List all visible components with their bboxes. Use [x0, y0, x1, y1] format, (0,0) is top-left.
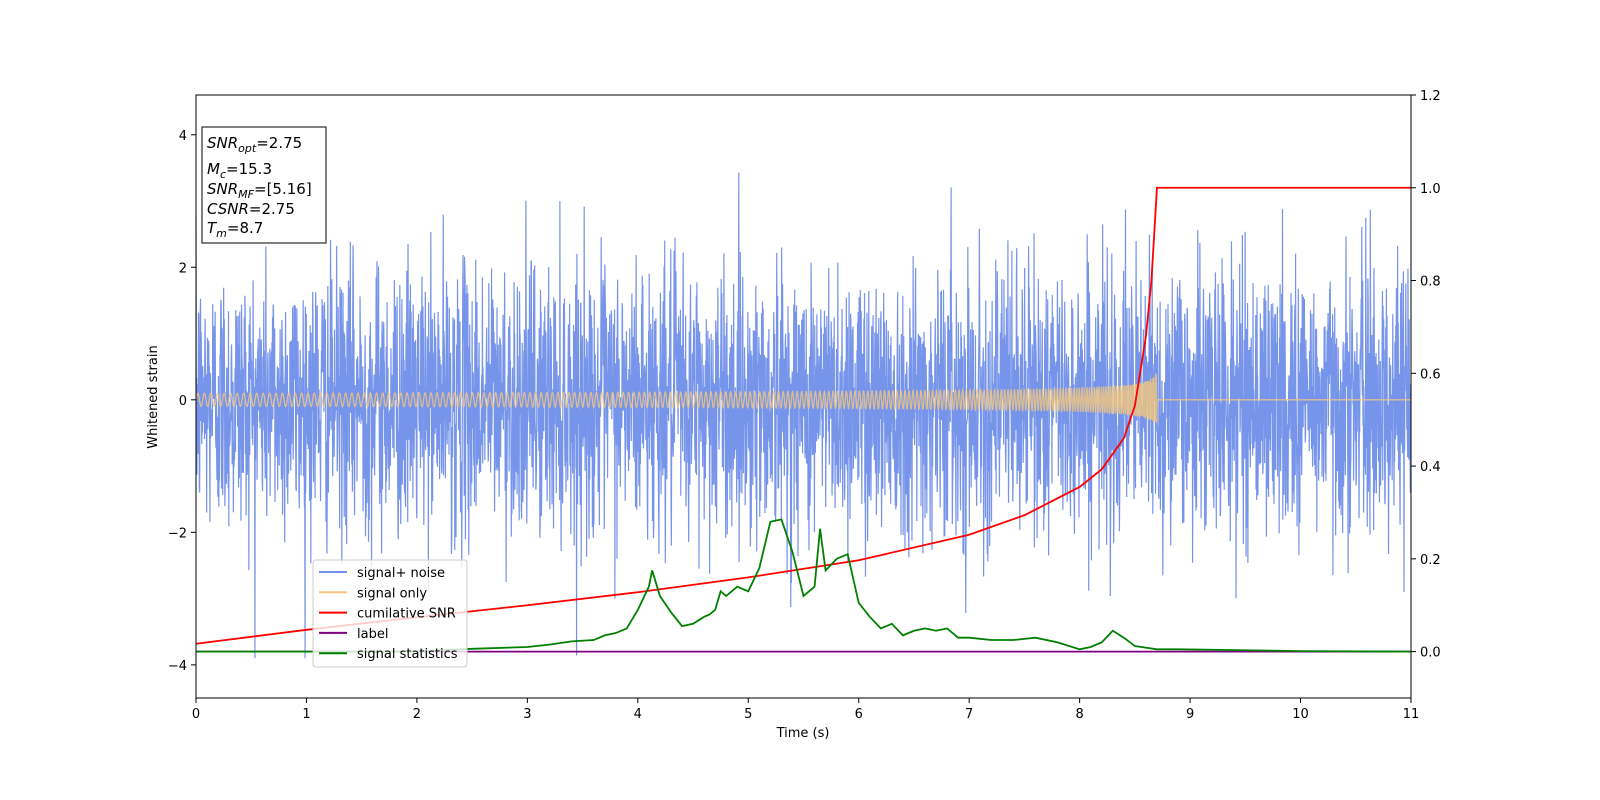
- annotation-line: SNRMF=[5.16]: [207, 180, 312, 201]
- legend: signal+ noise signal only cumilative SNR la…: [312, 559, 468, 668]
- x-tick-label: 10: [1292, 707, 1309, 722]
- y-right-tick-label: 0.6: [1420, 367, 1441, 382]
- x-tick-label: 1: [302, 707, 310, 722]
- legend-label: signal only: [357, 586, 427, 601]
- x-tick-label: 3: [523, 707, 531, 722]
- y-right-tick-label: 0.4: [1420, 460, 1441, 475]
- x-tick-label: 11: [1403, 707, 1420, 722]
- series-signal-statistics-line: [196, 518, 1411, 653]
- annotation-line: Tm=8.7: [207, 219, 263, 240]
- y-axis-label: Whitened strain: [146, 345, 161, 448]
- y-axis-left: 4 2 0 −2 −4: [168, 129, 196, 674]
- legend-frame: [312, 559, 468, 668]
- x-tick-label: 5: [744, 707, 752, 722]
- x-tick-label: 2: [413, 707, 421, 722]
- series-signal-only-line: [196, 373, 1411, 424]
- legend-label: label: [357, 627, 388, 642]
- x-tick-label: 4: [634, 707, 642, 722]
- legend-label: signal+ noise: [357, 566, 445, 581]
- x-axis-label: Time (s): [776, 726, 830, 741]
- x-tick-label: 7: [965, 707, 973, 722]
- y-left-tick-label: 0: [179, 394, 187, 409]
- y-right-tick-label: 1.2: [1420, 89, 1441, 104]
- x-axis: 0 1 2 3 4 5 6 7 8 9 10 11: [192, 698, 1419, 722]
- parameter-annotation-box: SNRopt=2.75 Mc=15.3SNRMF=[5.16]CSNR=2.75T…: [201, 126, 327, 244]
- annotation-line: CSNR=2.75: [207, 200, 295, 218]
- y-left-tick-label: −4: [168, 659, 187, 674]
- y-axis-right: 1.2 1.0 0.8 0.6 0.4 0.2 0.0: [1411, 89, 1441, 661]
- legend-label: cumilative SNR: [357, 607, 456, 622]
- x-tick-label: 8: [1075, 707, 1083, 722]
- y-right-tick-label: 0.0: [1420, 646, 1441, 661]
- y-right-tick-label: 1.0: [1420, 182, 1441, 197]
- y-left-tick-label: −2: [168, 526, 187, 541]
- legend-label: signal statistics: [357, 647, 458, 662]
- plot-frame: [195, 94, 1412, 699]
- x-tick-label: 0: [192, 707, 200, 722]
- y-right-tick-label: 0.8: [1420, 275, 1441, 290]
- x-tick-label: 6: [855, 707, 863, 722]
- y-right-tick-label: 0.2: [1420, 553, 1441, 568]
- series-signal-noise-line: [196, 172, 1411, 659]
- y-left-tick-label: 4: [179, 129, 187, 144]
- x-tick-label: 9: [1186, 707, 1194, 722]
- annotation-line: Mc=15.3: [207, 160, 272, 181]
- series-cumilative-snr-line: [196, 186, 1411, 645]
- annotation-line: SNRopt=2.75: [207, 134, 302, 155]
- annotation-frame: [201, 126, 327, 244]
- y-left-tick-label: 2: [179, 261, 187, 276]
